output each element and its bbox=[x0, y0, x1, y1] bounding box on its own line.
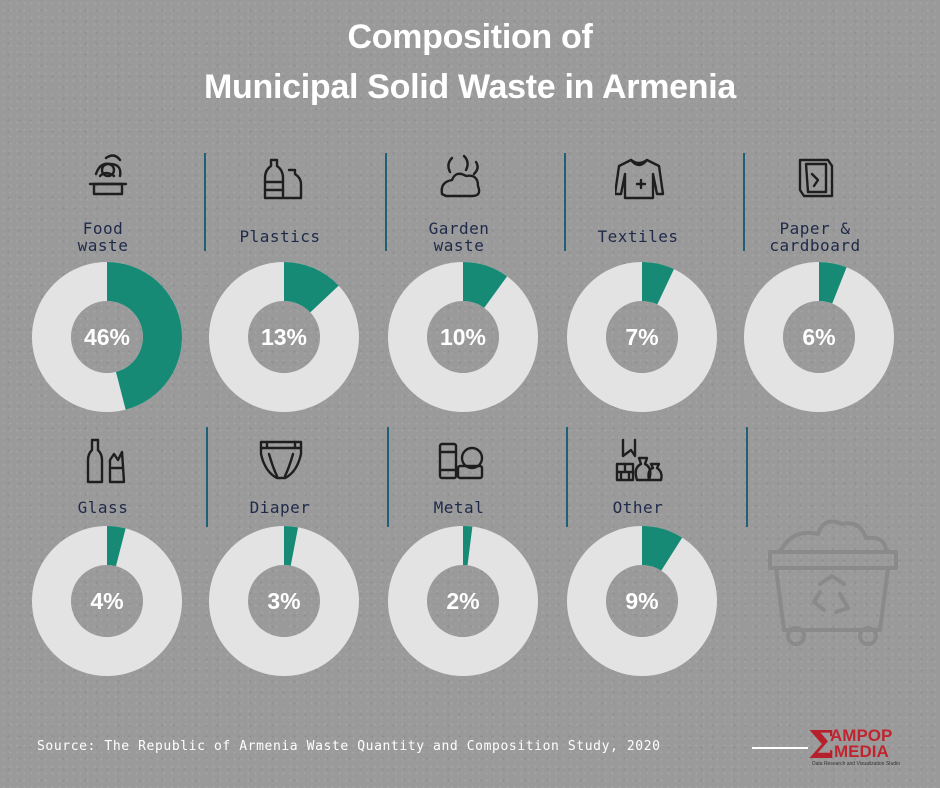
category-label-line-2: waste bbox=[77, 236, 129, 255]
title-line-2: Municipal Solid Waste in Armenia bbox=[204, 68, 736, 106]
sweater-icon bbox=[615, 158, 665, 200]
donut-remainder bbox=[209, 526, 359, 676]
donut-chart: 13% bbox=[209, 262, 359, 412]
source-note: Source: The Republic of Armenia Waste Qu… bbox=[37, 739, 661, 754]
percentage-label: 7% bbox=[625, 324, 658, 350]
donut-segment bbox=[107, 262, 182, 410]
category-label: Plastics bbox=[195, 228, 365, 245]
category-label: Other bbox=[553, 499, 723, 516]
waste-category-garden: Garden waste 10% bbox=[374, 148, 544, 418]
donut-segment bbox=[284, 526, 299, 566]
divider bbox=[206, 427, 208, 527]
divider bbox=[204, 153, 206, 251]
divider bbox=[564, 153, 566, 251]
waste-category-other: Other 9% bbox=[553, 428, 723, 698]
donut-remainder bbox=[744, 262, 894, 412]
donut-remainder bbox=[567, 526, 717, 676]
donut-chart: 7% bbox=[567, 262, 717, 412]
donut-remainder bbox=[567, 262, 717, 412]
category-label: Glass bbox=[18, 499, 188, 516]
source-line bbox=[752, 747, 808, 749]
glass-bottle-icon bbox=[86, 438, 126, 484]
garden-waste-icon bbox=[440, 154, 481, 198]
plastic-bottles-icon bbox=[263, 158, 303, 200]
donut-segment bbox=[107, 526, 126, 567]
sigma-icon: Σ bbox=[808, 722, 835, 767]
rubble-bags-icon bbox=[615, 438, 663, 482]
waste-category-diaper: Diaper 3% bbox=[195, 428, 365, 698]
donut-remainder bbox=[388, 262, 538, 412]
donut-chart: 2% bbox=[388, 526, 538, 676]
waste-category-paper: Paper & cardboard 6% bbox=[730, 148, 900, 418]
category-label-line-1: Plastics bbox=[239, 227, 321, 246]
waste-category-plastics: Plastics 13% bbox=[195, 148, 365, 418]
divider bbox=[746, 427, 748, 527]
divider bbox=[743, 153, 745, 251]
waste-category-glass: Glass 4% bbox=[18, 428, 188, 698]
category-label-line-1: Metal bbox=[433, 498, 485, 517]
category-label-line-1: Paper & bbox=[779, 219, 851, 238]
percentage-label: 9% bbox=[625, 588, 658, 614]
category-label-line-1: Diaper bbox=[249, 498, 311, 517]
percentage-label: 2% bbox=[446, 588, 479, 614]
donut-chart: 6% bbox=[744, 262, 894, 412]
category-label-line-1: Other bbox=[612, 498, 664, 517]
logo-line-1: AMPOP bbox=[830, 726, 893, 745]
waste-category-food: Food waste 46% bbox=[18, 148, 188, 418]
donut-remainder bbox=[388, 526, 538, 676]
category-label-line-2: cardboard bbox=[769, 236, 861, 255]
donut-chart: 10% bbox=[388, 262, 538, 412]
donut-chart: 46% bbox=[32, 262, 182, 412]
donut-chart: 3% bbox=[209, 526, 359, 676]
donut-segment bbox=[642, 526, 683, 571]
percentage-label: 3% bbox=[267, 588, 300, 614]
donut-segment bbox=[642, 262, 674, 305]
metal-cans-icon bbox=[438, 442, 484, 480]
donut-segment bbox=[284, 262, 339, 313]
category-label: Textiles bbox=[553, 228, 723, 245]
donut-segment bbox=[819, 262, 847, 304]
percentage-label: 4% bbox=[90, 588, 123, 614]
paper-icon bbox=[798, 158, 834, 198]
category-label-line-1: Garden bbox=[428, 219, 490, 238]
percentage-label: 10% bbox=[440, 324, 486, 350]
category-label: Diaper bbox=[195, 499, 365, 516]
category-label-line-1: Glass bbox=[77, 498, 129, 517]
waste-category-textiles: Textiles 7% bbox=[553, 148, 723, 418]
donut-remainder bbox=[32, 526, 182, 676]
ampop-media-logo: Σ AMPOP MEDIA Data Research and Visualiz… bbox=[808, 722, 918, 770]
percentage-label: 6% bbox=[802, 324, 835, 350]
title-line-1: Composition of bbox=[347, 18, 593, 56]
divider bbox=[566, 427, 568, 527]
category-label-line-1: Textiles bbox=[597, 227, 679, 246]
waste-category-metal: Metal 2% bbox=[374, 428, 544, 698]
diaper-icon bbox=[259, 440, 303, 480]
percentage-label: 46% bbox=[84, 324, 130, 350]
category-label-line-2: waste bbox=[433, 236, 485, 255]
page-title: Composition of Municipal Solid Waste in … bbox=[0, 12, 940, 112]
category-label: Metal bbox=[374, 499, 544, 516]
logo-line-2: MEDIA bbox=[834, 742, 889, 761]
donut-chart: 4% bbox=[32, 526, 182, 676]
donut-segment bbox=[463, 262, 508, 308]
divider bbox=[385, 153, 387, 251]
category-label-line-1: Food bbox=[82, 219, 124, 238]
divider bbox=[387, 427, 389, 527]
category-label: Garden waste bbox=[374, 220, 544, 254]
percentage-label: 13% bbox=[261, 324, 307, 350]
category-label: Food waste bbox=[18, 220, 188, 254]
donut-chart: 9% bbox=[567, 526, 717, 676]
logo-tagline: Data Research and Visualization Studio bbox=[812, 761, 901, 767]
recycle-bin-icon bbox=[768, 519, 898, 646]
food-waste-icon bbox=[88, 154, 128, 196]
category-label: Paper & cardboard bbox=[730, 220, 900, 254]
donut-segment bbox=[463, 526, 473, 566]
